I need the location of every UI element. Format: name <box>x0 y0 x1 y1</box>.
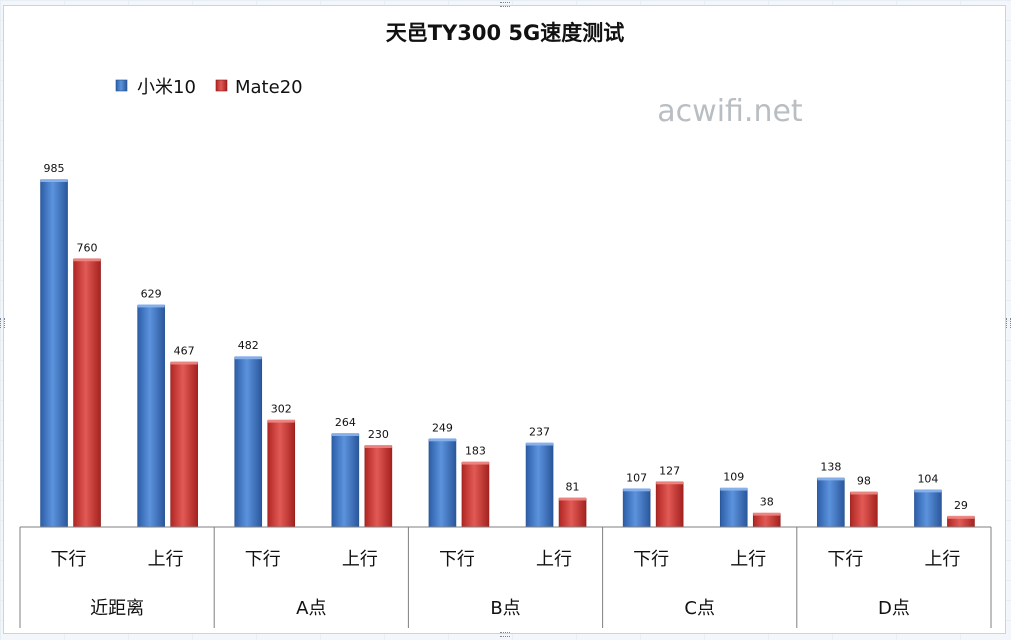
data-label-1-1: 467 <box>174 344 195 357</box>
resize-handle-left[interactable] <box>0 318 5 328</box>
tick-label-1: 上行 <box>148 549 184 570</box>
bars-layer: 985 629 482 264 249 237 107 109 138 104 760 467 302 2… <box>40 162 975 528</box>
data-label-1-0: 760 <box>77 241 98 254</box>
bar-cap-0-5 <box>526 442 554 446</box>
group-label-1: A点 <box>296 598 326 619</box>
tick-label-7: 上行 <box>730 549 766 570</box>
bar-mate20-8[interactable] <box>850 492 878 528</box>
group-label-4: D点 <box>878 598 910 619</box>
group-label-0: 近距离 <box>90 598 144 619</box>
legend-label-0: 小米10 <box>137 77 196 98</box>
data-label-1-6: 127 <box>659 464 680 477</box>
bar-cap-0-7 <box>720 487 748 491</box>
bar-xiaomi10-2[interactable] <box>234 356 263 528</box>
data-label-0-2: 482 <box>238 339 259 352</box>
bar-xiaomi10-5[interactable] <box>525 443 554 528</box>
bar-cap-0-6 <box>623 488 651 492</box>
bar-cap-0-0 <box>40 179 68 182</box>
legend-swatch-1 <box>215 79 228 92</box>
bar-mate20-4[interactable] <box>461 462 490 528</box>
bar-mate20-2[interactable] <box>267 420 296 528</box>
bar-cap-1-6 <box>656 481 684 485</box>
resize-handle-top[interactable] <box>500 2 510 7</box>
chart-title: 天邑TY300 5G速度测试 <box>386 21 625 45</box>
data-label-0-3: 264 <box>335 416 356 429</box>
bar-mate20-1[interactable] <box>170 362 198 528</box>
bar-xiaomi10-6[interactable] <box>622 489 651 528</box>
tick-label-0: 下行 <box>51 549 87 570</box>
bar-mate20-3[interactable] <box>364 445 393 528</box>
bar-cap-0-4 <box>428 438 456 442</box>
data-label-1-5: 81 <box>566 480 580 493</box>
bar-cap-0-1 <box>137 304 165 308</box>
bar-cap-1-8 <box>850 491 878 495</box>
data-label-1-3: 230 <box>368 428 389 441</box>
bar-mate20-5[interactable] <box>558 498 587 528</box>
chart-area[interactable] <box>3 5 1006 634</box>
data-label-0-5: 237 <box>529 426 550 439</box>
tick-label-3: 上行 <box>342 549 378 570</box>
data-label-0-7: 109 <box>723 471 744 484</box>
group-label-3: C点 <box>684 598 715 619</box>
data-label-0-8: 138 <box>820 460 841 473</box>
group-label-2: B点 <box>490 598 520 619</box>
data-label-1-7: 38 <box>760 496 774 509</box>
data-label-0-1: 629 <box>141 287 162 300</box>
tick-label-6: 下行 <box>633 549 669 570</box>
data-label-0-0: 985 <box>44 162 65 175</box>
legend-swatch-0 <box>115 79 128 92</box>
bar-cap-0-2 <box>234 356 262 360</box>
bar-xiaomi10-8[interactable] <box>817 478 845 528</box>
data-label-0-9: 104 <box>917 472 938 485</box>
bar-cap-1-0 <box>73 258 101 262</box>
bar-cap-1-9 <box>947 515 975 519</box>
bar-mate20-7[interactable] <box>752 513 781 528</box>
bar-mate20-0[interactable] <box>73 258 101 528</box>
bar-cap-1-4 <box>461 461 489 465</box>
data-label-0-4: 249 <box>432 421 453 434</box>
bar-cap-1-1 <box>170 361 198 365</box>
bar-cap-1-2 <box>267 419 295 423</box>
bar-cap-1-3 <box>364 444 392 448</box>
bar-xiaomi10-1[interactable] <box>137 305 165 528</box>
data-label-1-2: 302 <box>271 403 292 416</box>
bar-xiaomi10-9[interactable] <box>914 490 942 528</box>
tick-label-2: 下行 <box>245 549 281 570</box>
bar-cap-1-7 <box>753 512 781 516</box>
data-label-1-4: 183 <box>465 445 486 458</box>
legend: 小米10 Mate20 <box>115 77 303 98</box>
bar-xiaomi10-0[interactable] <box>40 179 68 528</box>
data-label-1-8: 98 <box>857 474 871 487</box>
resize-handle-bottom[interactable] <box>500 632 510 637</box>
bar-mate20-6[interactable] <box>655 481 684 528</box>
data-label-0-6: 107 <box>626 471 647 484</box>
bar-xiaomi10-7[interactable] <box>719 488 748 528</box>
watermark-text: acwifi.net <box>657 94 803 129</box>
data-label-1-9: 29 <box>954 499 968 512</box>
bar-cap-0-3 <box>331 432 359 436</box>
bar-xiaomi10-3[interactable] <box>331 433 360 528</box>
tick-label-5: 上行 <box>536 549 572 570</box>
bar-cap-0-9 <box>914 489 942 493</box>
legend-label-1: Mate20 <box>235 77 303 98</box>
tick-label-8: 下行 <box>827 549 863 570</box>
tick-label-9: 上行 <box>924 549 960 570</box>
bar-cap-1-5 <box>559 497 587 501</box>
bar-xiaomi10-4[interactable] <box>428 438 457 528</box>
tick-label-4: 下行 <box>439 549 475 570</box>
bar-cap-0-8 <box>817 477 845 481</box>
